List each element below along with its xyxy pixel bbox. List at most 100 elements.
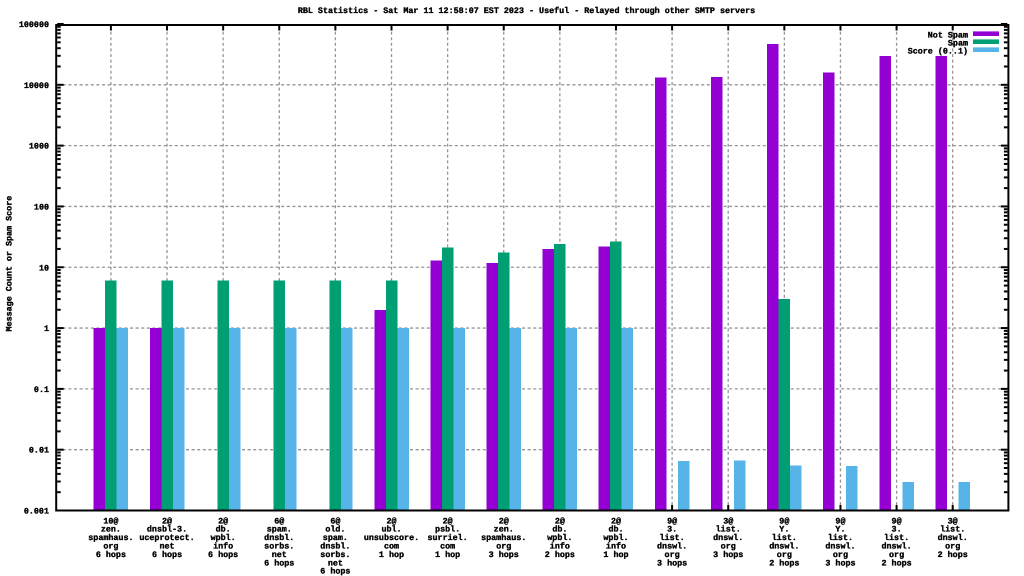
svg-text:list.: list.: [828, 533, 853, 543]
svg-text:9@: 9@: [667, 516, 677, 526]
svg-text:list.: list.: [660, 533, 685, 543]
svg-text:net: net: [159, 542, 174, 552]
svg-text:dnswl.: dnswl.: [657, 542, 687, 552]
svg-text:1: 1: [44, 324, 49, 334]
svg-text:6 hops: 6 hops: [320, 567, 350, 576]
svg-text:com: com: [384, 542, 399, 552]
svg-text:Not Spam: Not Spam: [928, 31, 968, 41]
svg-text:Y.: Y.: [835, 525, 845, 535]
svg-text:info: info: [606, 542, 626, 552]
svg-text:1 hop: 1 hop: [603, 550, 628, 560]
svg-text:9@: 9@: [835, 516, 845, 526]
svg-text:org: org: [889, 550, 904, 560]
svg-text:wpbl.: wpbl.: [603, 533, 628, 543]
svg-text:org: org: [945, 542, 960, 552]
svg-text:dnsbl.: dnsbl.: [320, 542, 350, 552]
svg-text:6 hops: 6 hops: [264, 558, 294, 568]
svg-text:3@: 3@: [723, 516, 733, 526]
svg-text:2@: 2@: [218, 516, 228, 526]
svg-text:2@: 2@: [386, 516, 396, 526]
svg-text:3.: 3.: [892, 525, 902, 535]
svg-text:RBL Statistics - Sat Mar 11 12: RBL Statistics - Sat Mar 11 12:58:07 EST…: [298, 6, 755, 16]
svg-text:3 hops: 3 hops: [489, 550, 519, 560]
svg-text:1 hop: 1 hop: [435, 550, 460, 560]
svg-text:com: com: [440, 542, 455, 552]
svg-text:100: 100: [34, 202, 49, 212]
svg-text:1 hop: 1 hop: [379, 550, 404, 560]
svg-text:6 hops: 6 hops: [152, 550, 182, 560]
svg-text:list.: list.: [940, 525, 965, 535]
svg-text:2 hops: 2 hops: [545, 550, 575, 560]
svg-text:9@: 9@: [779, 516, 789, 526]
svg-text:zen.: zen.: [494, 525, 514, 535]
svg-text:dnswl.: dnswl.: [882, 542, 912, 552]
svg-text:6@: 6@: [274, 516, 284, 526]
svg-text:wpbl.: wpbl.: [211, 533, 236, 543]
svg-text:dnsbl.: dnsbl.: [264, 533, 294, 543]
svg-text:3.: 3.: [667, 525, 677, 535]
svg-text:info: info: [550, 542, 570, 552]
svg-text:10000: 10000: [24, 81, 49, 91]
svg-text:dnsbl-3.: dnsbl-3.: [147, 525, 187, 535]
svg-text:3 hops: 3 hops: [657, 558, 687, 568]
svg-text:2 hops: 2 hops: [769, 558, 799, 568]
svg-text:ubl.: ubl.: [381, 525, 401, 535]
svg-text:9@: 9@: [892, 516, 902, 526]
svg-text:2 hops: 2 hops: [882, 558, 912, 568]
svg-text:2@: 2@: [499, 516, 509, 526]
svg-text:dnswl.: dnswl.: [713, 533, 743, 543]
svg-text:0.1: 0.1: [34, 385, 49, 395]
svg-text:0.001: 0.001: [24, 507, 49, 517]
svg-text:10@: 10@: [103, 516, 118, 526]
svg-text:list.: list.: [884, 533, 909, 543]
svg-text:2@: 2@: [555, 516, 565, 526]
svg-text:unsubscore.: unsubscore.: [364, 533, 419, 543]
svg-text:net: net: [272, 550, 287, 560]
svg-text:6 hops: 6 hops: [208, 550, 238, 560]
svg-text:db.: db.: [552, 525, 567, 535]
svg-text:2@: 2@: [443, 516, 453, 526]
svg-text:spam.: spam.: [323, 533, 348, 543]
svg-text:spamhaus.: spamhaus.: [481, 533, 526, 543]
svg-text:db.: db.: [216, 525, 231, 535]
svg-text:3 hops: 3 hops: [713, 550, 743, 560]
svg-text:6 hops: 6 hops: [96, 550, 126, 560]
svg-text:2@: 2@: [162, 516, 172, 526]
svg-text:sorbs.: sorbs.: [320, 550, 350, 560]
svg-text:dnswl.: dnswl.: [825, 542, 855, 552]
svg-text:Spam: Spam: [948, 39, 968, 49]
svg-text:sorbs.: sorbs.: [264, 542, 294, 552]
svg-text:dnswl.: dnswl.: [769, 542, 799, 552]
svg-text:Score (0..1): Score (0..1): [908, 47, 968, 57]
svg-text:10: 10: [39, 263, 49, 273]
svg-text:surriel.: surriel.: [428, 533, 468, 543]
svg-text:dnswl.: dnswl.: [938, 533, 968, 543]
svg-text:org: org: [496, 542, 511, 552]
svg-text:uceprotect.: uceprotect.: [139, 533, 194, 543]
svg-text:Message Count or Spam Score: Message Count or Spam Score: [5, 196, 15, 332]
svg-text:org: org: [721, 542, 736, 552]
svg-text:3 hops: 3 hops: [825, 558, 855, 568]
svg-text:wpbl.: wpbl.: [547, 533, 572, 543]
svg-text:org: org: [103, 542, 118, 552]
svg-text:org: org: [833, 550, 848, 560]
svg-text:list.: list.: [716, 525, 741, 535]
svg-text:list.: list.: [772, 533, 797, 543]
svg-text:100000: 100000: [19, 20, 49, 30]
svg-text:6@: 6@: [330, 516, 340, 526]
svg-text:org: org: [665, 550, 680, 560]
svg-text:psbl.: psbl.: [435, 525, 460, 535]
svg-text:spamhaus.: spamhaus.: [88, 533, 133, 543]
svg-text:zen.: zen.: [101, 525, 121, 535]
svg-text:2 hops: 2 hops: [938, 550, 968, 560]
svg-text:info: info: [213, 542, 233, 552]
svg-text:Y.: Y.: [779, 525, 789, 535]
svg-text:net: net: [328, 558, 343, 568]
svg-text:1000: 1000: [29, 142, 49, 152]
svg-text:3@: 3@: [948, 516, 958, 526]
svg-text:2@: 2@: [611, 516, 621, 526]
svg-text:spam.: spam.: [267, 525, 292, 535]
svg-text:0.01: 0.01: [29, 446, 49, 456]
svg-text:org: org: [777, 550, 792, 560]
svg-text:db.: db.: [608, 525, 623, 535]
